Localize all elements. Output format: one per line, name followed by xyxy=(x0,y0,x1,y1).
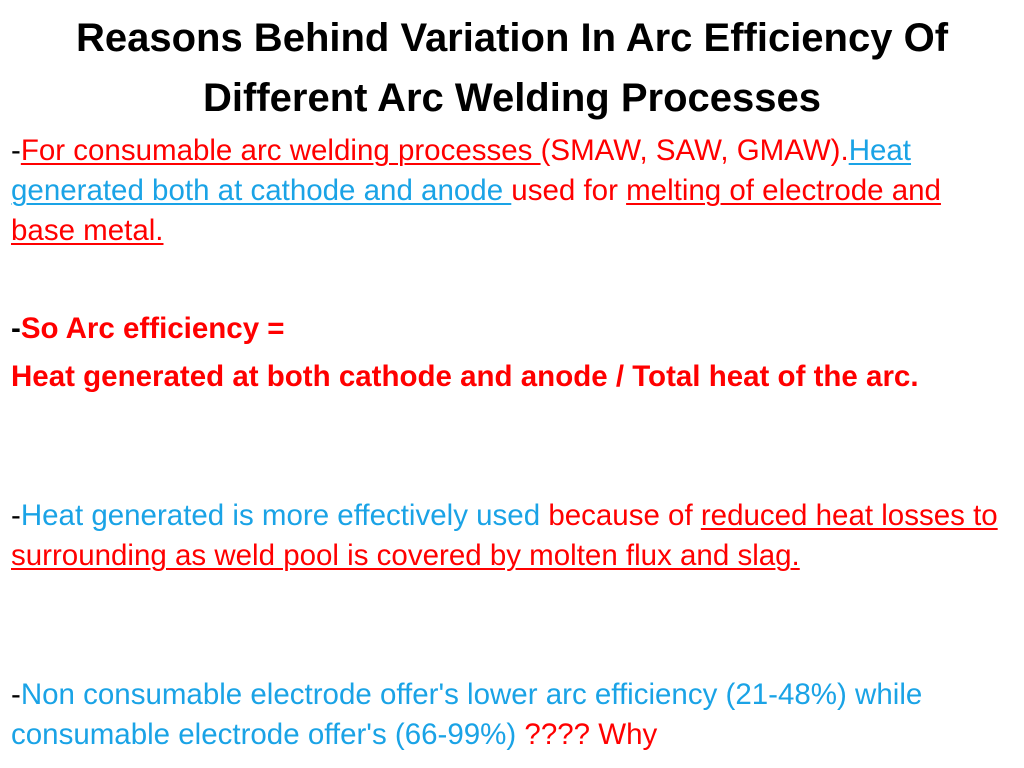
paragraph-non-consumable: -Non consumable electrode offer's lower … xyxy=(11,675,1001,755)
title-line-2: Different Arc Welding Processes xyxy=(203,76,821,120)
non-consumable-text: Non consumable electrode offer's lower a… xyxy=(11,678,923,751)
paragraph-arc-efficiency: -So Arc efficiency = Heat generated at bo… xyxy=(11,309,1001,397)
why-question-text: ???? Why xyxy=(524,718,658,751)
bullet-dash: - xyxy=(11,134,21,167)
arc-efficiency-formula: Heat generated at both cathode and anode… xyxy=(11,360,919,393)
heat-effective-text: Heat generated is more effectively used xyxy=(20,499,549,532)
arc-efficiency-label: So Arc efficiency = xyxy=(20,312,285,345)
title-line-1: Reasons Behind Variation In Arc Efficien… xyxy=(75,16,949,60)
reduced-losses-text: reduced heat losses to surrounding as we… xyxy=(11,499,998,572)
consumable-processes-text: For consumable arc welding processes xyxy=(20,134,541,167)
paragraph-consumable: -For consumable arc welding processes (S… xyxy=(11,131,1001,251)
bullet-dash: - xyxy=(11,499,21,532)
line-gap xyxy=(11,349,1001,357)
heat-both-electrodes-text: Heat generated both at cathode and anode xyxy=(11,134,912,207)
bullet-dash: - xyxy=(11,678,21,711)
melting-text: melting of electrode and base metal. xyxy=(11,174,941,247)
used-for-text: used for xyxy=(511,174,627,207)
bullet-dash: - xyxy=(11,312,21,345)
process-list-text: (SMAW, SAW, GMAW). xyxy=(540,134,849,167)
paragraph-effective-use: -Heat generated is more effectively used… xyxy=(11,496,1001,576)
slide-title: Reasons Behind Variation In Arc Efficien… xyxy=(0,8,1024,128)
because-text: because of xyxy=(548,499,701,532)
